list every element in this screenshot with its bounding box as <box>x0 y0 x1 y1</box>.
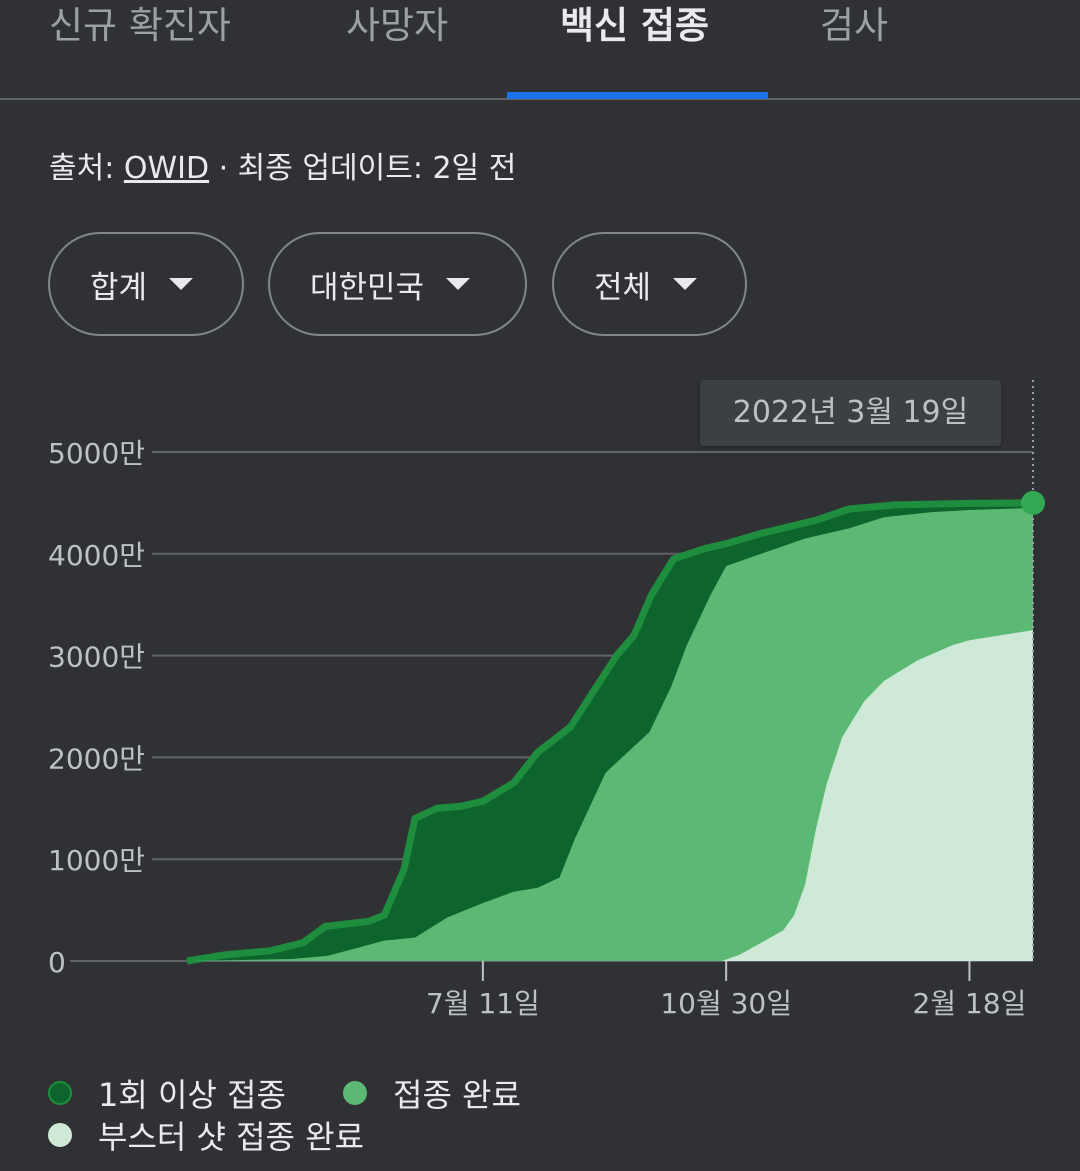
tab-new-cases[interactable]: 신규 확진자 <box>49 4 231 47</box>
y-tick-label: 4000만 <box>48 539 145 572</box>
legend-dot-icon <box>48 1081 72 1105</box>
first-dose-edge-line <box>186 499 1034 965</box>
x-tick-label: 2월 18일 <box>913 987 1027 1020</box>
x-tick-label: 7월 11일 <box>426 987 540 1020</box>
y-tick-label: 0 <box>48 946 66 979</box>
dropdown-arrow-icon <box>673 278 698 290</box>
source-line: 출처: OWID · 최종 업데이트: 2일 전 <box>49 143 516 187</box>
dropdown-arrow-icon <box>169 278 194 290</box>
legend-label: 접종 완료 <box>393 1076 521 1114</box>
active-tab-indicator <box>507 92 768 99</box>
legend-dot-icon <box>48 1123 72 1147</box>
group-filter-label: 전체 <box>594 269 652 306</box>
legend-dot-icon <box>343 1081 367 1105</box>
group-filter-chip[interactable]: 전체 <box>552 232 747 336</box>
metric-filter-chip[interactable]: 합계 <box>48 232 244 336</box>
region-filter-label: 대한민국 <box>310 269 425 306</box>
tab-bar: 신규 확진자 사망자 백신 접종 검사 <box>0 0 1080 100</box>
metric-filter-label: 합계 <box>90 269 148 306</box>
tab-tests[interactable]: 검사 <box>820 4 889 47</box>
tab-vaccinations[interactable]: 백신 접종 <box>560 4 710 47</box>
source-prefix: 출처: <box>49 151 124 186</box>
highlight-dot <box>1021 490 1045 515</box>
legend-label: 부스터 샷 접종 완료 <box>98 1118 365 1156</box>
source-link[interactable]: OWID <box>123 151 210 186</box>
legend-label: 1회 이상 접종 <box>98 1076 286 1114</box>
x-tick-label: 10월 30일 <box>660 987 792 1020</box>
legend-item-fully-vaccinated: 접종 완료 <box>343 1070 521 1116</box>
last-updated: · 최종 업데이트: 2일 전 <box>209 151 517 186</box>
y-tick-label: 2000만 <box>48 742 145 775</box>
region-filter-chip[interactable]: 대한민국 <box>268 232 527 336</box>
y-tick-label: 3000만 <box>48 641 145 674</box>
area-series-3 <box>187 630 1033 961</box>
y-tick-label: 1000만 <box>48 844 145 877</box>
date-tooltip: 2022년 3월 19일 <box>700 380 1001 446</box>
dropdown-arrow-icon <box>446 278 471 290</box>
tab-deaths[interactable]: 사망자 <box>346 4 449 47</box>
y-tick-label: 5000만 <box>48 437 145 470</box>
vaccination-chart: 0 1000만 2000만 3000만 4000만 5000만 7월 11일 10월 30일 2… <box>48 380 1045 1020</box>
legend-item-booster: 부스터 샷 접종 완료 <box>48 1112 364 1158</box>
legend-item-first-dose: 1회 이상 접종 <box>48 1070 286 1116</box>
